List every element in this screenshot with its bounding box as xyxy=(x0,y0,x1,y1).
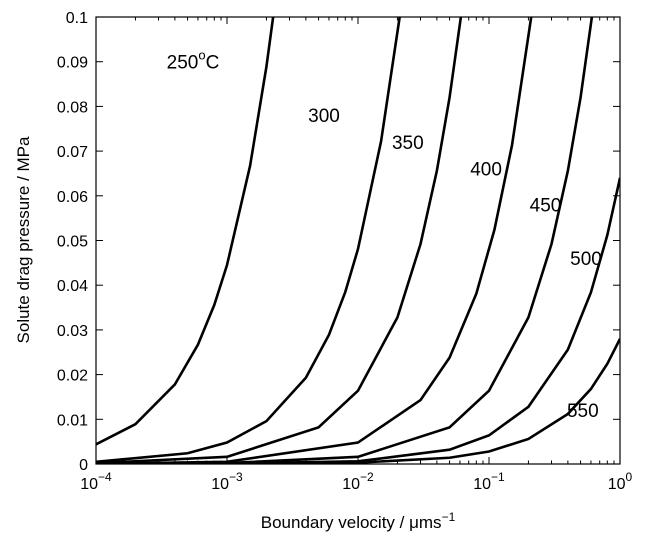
y-tick-label: 0.08 xyxy=(57,99,88,116)
y-axis-label: Solute drag pressure / MPa xyxy=(14,136,33,343)
curve-label-550: 550 xyxy=(567,401,599,422)
curve-450 xyxy=(96,17,594,464)
curve-500 xyxy=(96,177,620,464)
curve-labels: 250oC 300 350 400 450 500 550 xyxy=(167,47,602,422)
x-axis-label: Boundary velocity / μms−1 xyxy=(261,510,456,532)
curve-300 xyxy=(96,17,401,464)
y-axis: 0 0.01 0.02 0.03 0.04 0.05 0.06 0.07 0.08 0.09 0.1 xyxy=(57,10,620,474)
x-tick-label: 10−1 xyxy=(473,470,505,493)
x-tick-label: 100 xyxy=(608,470,633,493)
curve-label-450: 450 xyxy=(530,195,562,216)
y-tick-label: 0.03 xyxy=(57,323,88,340)
curve-label-500: 500 xyxy=(570,249,602,270)
y-tick-label: 0.01 xyxy=(57,412,88,429)
y-tick-label: 0 xyxy=(79,457,88,474)
y-tick-label: 0.06 xyxy=(57,189,88,206)
y-tick-label: 0.02 xyxy=(57,368,88,385)
curve-label-400: 400 xyxy=(470,160,502,181)
y-tick-label: 0.07 xyxy=(57,144,88,161)
plot-frame xyxy=(95,16,621,465)
curve-350 xyxy=(96,17,463,464)
y-tick-label: 0.04 xyxy=(57,278,88,295)
curves-layer xyxy=(96,17,620,464)
y-tick-label: 0.09 xyxy=(57,55,88,72)
y-tick-label: 0.05 xyxy=(57,234,88,251)
curve-550 xyxy=(96,338,620,464)
curve-label-300: 300 xyxy=(308,106,340,127)
curve-400 xyxy=(96,17,533,464)
x-axis: 10−4 10−3 10−2 10−1 100 xyxy=(80,17,633,493)
x-tick-label: 10−2 xyxy=(342,470,374,493)
curve-label-350: 350 xyxy=(392,133,424,154)
x-tick-label: 10−4 xyxy=(80,470,112,493)
x-tick-label: 10−3 xyxy=(211,470,243,493)
curve-250 xyxy=(96,17,275,446)
y-tick-label: 0.1 xyxy=(66,10,88,27)
curve-label-250: 250oC xyxy=(167,47,220,73)
